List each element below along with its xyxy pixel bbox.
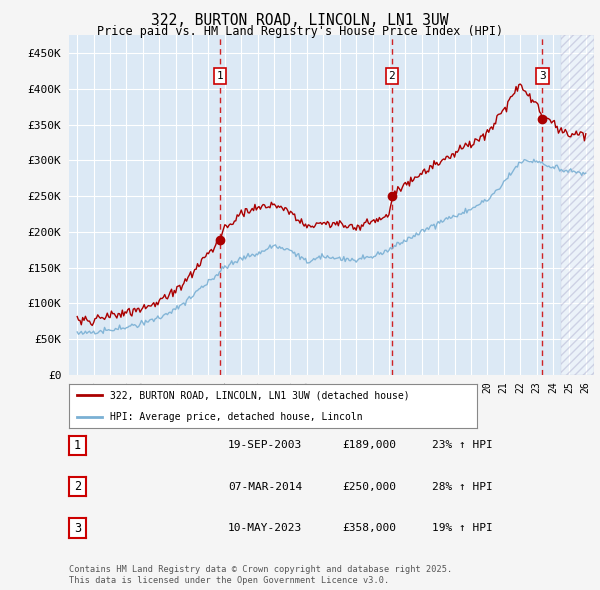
Text: 322, BURTON ROAD, LINCOLN, LN1 3UW: 322, BURTON ROAD, LINCOLN, LN1 3UW [151, 13, 449, 28]
Text: £189,000: £189,000 [342, 441, 396, 450]
Text: 3: 3 [539, 71, 546, 81]
Text: Contains HM Land Registry data © Crown copyright and database right 2025.
This d: Contains HM Land Registry data © Crown c… [69, 565, 452, 585]
Text: £358,000: £358,000 [342, 523, 396, 533]
Text: 322, BURTON ROAD, LINCOLN, LN1 3UW (detached house): 322, BURTON ROAD, LINCOLN, LN1 3UW (deta… [110, 391, 409, 401]
Text: £250,000: £250,000 [342, 482, 396, 491]
Text: 28% ↑ HPI: 28% ↑ HPI [432, 482, 493, 491]
Bar [561, 35, 594, 375]
Text: 10-MAY-2023: 10-MAY-2023 [228, 523, 302, 533]
Text: 23% ↑ HPI: 23% ↑ HPI [432, 441, 493, 450]
Text: 19% ↑ HPI: 19% ↑ HPI [432, 523, 493, 533]
Text: Price paid vs. HM Land Registry's House Price Index (HPI): Price paid vs. HM Land Registry's House … [97, 25, 503, 38]
Text: 2: 2 [74, 480, 81, 493]
Text: 2: 2 [389, 71, 395, 81]
Text: 07-MAR-2014: 07-MAR-2014 [228, 482, 302, 491]
Text: 19-SEP-2003: 19-SEP-2003 [228, 441, 302, 450]
Text: 1: 1 [74, 439, 81, 452]
Text: 1: 1 [217, 71, 224, 81]
Text: 3: 3 [74, 522, 81, 535]
Text: HPI: Average price, detached house, Lincoln: HPI: Average price, detached house, Linc… [110, 412, 362, 422]
